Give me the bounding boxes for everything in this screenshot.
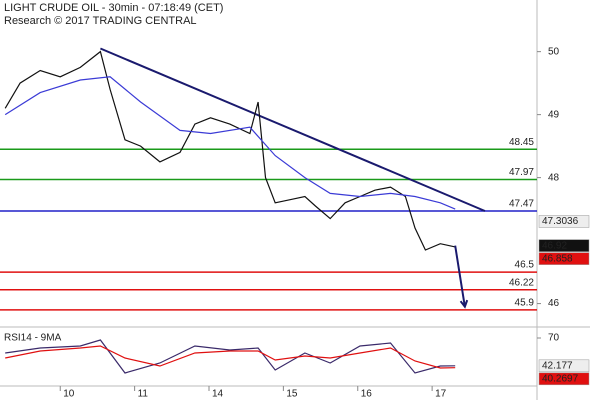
x-tick-label: 10: [63, 389, 75, 400]
x-tick-label: 11: [138, 389, 149, 400]
price-marker: [538, 252, 590, 265]
x-tick-label: 16: [361, 389, 373, 400]
level-label: 48.45: [509, 137, 534, 148]
series-line: [4, 76, 456, 210]
price-marker: [538, 372, 590, 386]
series-line: [4, 50, 456, 251]
price-marker-label: 42.177: [542, 360, 573, 371]
level-label: 45.9: [515, 298, 535, 309]
series-line: [5, 345, 456, 369]
x-tick-label: 17: [435, 389, 447, 400]
price-marker: [538, 359, 590, 373]
price-marker: [538, 239, 590, 252]
level-label: 47.97: [509, 167, 534, 178]
price-marker-label: 46.858: [542, 253, 573, 264]
chart-subtitle: Research © 2017 TRADING CENTRAL: [4, 15, 197, 27]
y-tick-label: 50: [548, 46, 560, 57]
price-marker-label: 46.92: [542, 240, 567, 251]
level-label: 46.5: [515, 260, 535, 271]
trendline: [100, 47, 486, 212]
y-tick-label: 46: [548, 298, 560, 309]
x-tick-label: 15: [286, 389, 298, 400]
price-marker-label: 40.2697: [542, 373, 579, 384]
y-tick-label: 70: [548, 333, 560, 344]
forecast-arrow: [454, 245, 469, 309]
price-marker-label: 47.3036: [542, 216, 579, 227]
price-marker: [538, 215, 590, 228]
x-tick-label: 14: [212, 389, 224, 400]
level-label: 46.22: [509, 277, 534, 288]
y-tick-label: 49: [548, 109, 560, 120]
chart-title: LIGHT CRUDE OIL - 30min - 07:18:49 (CET): [4, 2, 223, 14]
level-label: 47.47: [509, 199, 534, 210]
panel-title: RSI14 - 9MA: [4, 333, 62, 344]
y-tick-label: 48: [548, 172, 560, 183]
